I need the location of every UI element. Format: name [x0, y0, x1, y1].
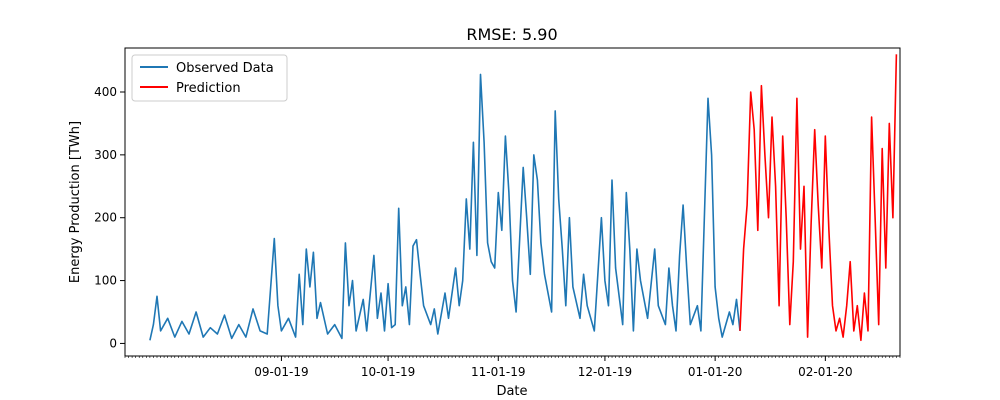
- x-tick-label: 09-01-19: [254, 365, 308, 379]
- legend-box: [131, 54, 288, 102]
- x-tick-label: 11-01-19: [471, 365, 525, 379]
- y-axis-label: Energy Production [TWh]: [68, 121, 83, 283]
- series-line-prediction: [739, 54, 898, 342]
- y-tick-label: 300: [94, 148, 117, 162]
- x-tick-label: 12-01-19: [578, 365, 632, 379]
- x-axis: 09-01-19 10-01-19 11-01-19 12-01-19 01-01-20…: [124, 356, 901, 379]
- x-tick-label: 10-01-19: [361, 365, 415, 379]
- x-tick-label: 01-01-20: [688, 365, 742, 379]
- legend-label-prediction: Prediction: [176, 81, 241, 96]
- y-tick-label: 200: [94, 211, 117, 225]
- x-tick-label: 02-01-20: [798, 365, 852, 379]
- y-axis: 0 100 200 300 400: [94, 85, 125, 350]
- series-line-observed-data: [149, 73, 741, 341]
- series-layer: [149, 54, 898, 342]
- legend: Observed Data Prediction: [131, 54, 288, 102]
- x-axis-label: Date: [496, 384, 527, 399]
- y-tick-label: 100: [94, 274, 117, 288]
- chart-title: RMSE: 5.90: [466, 25, 557, 44]
- y-tick-label: 400: [94, 85, 117, 99]
- y-tick-label: 0: [109, 336, 117, 350]
- legend-label-observed: Observed Data: [176, 61, 274, 76]
